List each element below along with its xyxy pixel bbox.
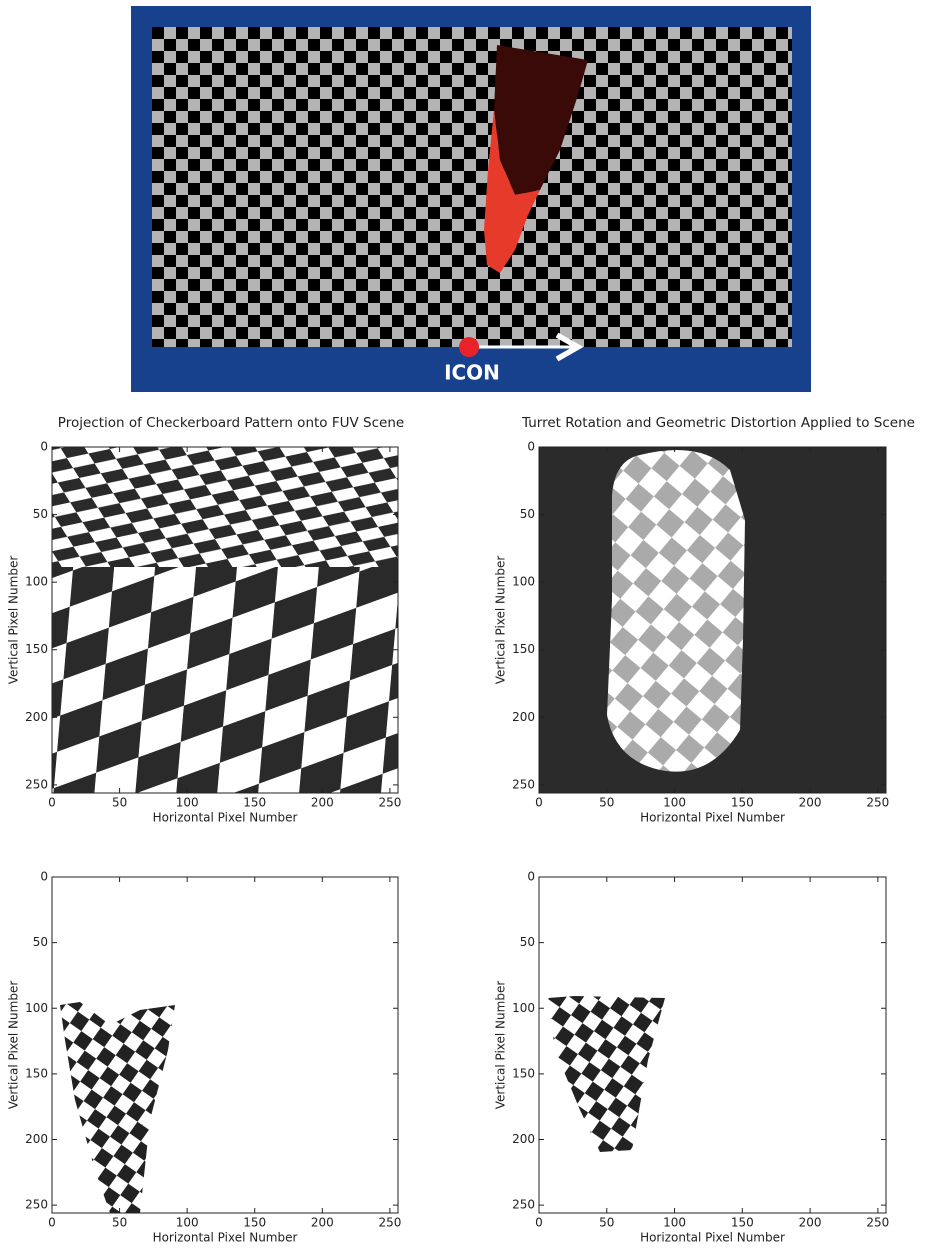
x-tick-label: 250 xyxy=(378,796,401,810)
y-tick-label: 0 xyxy=(527,440,535,454)
x-tick-label: 50 xyxy=(599,1216,614,1230)
x-tick-label: 100 xyxy=(176,796,199,810)
x-tick-label: 100 xyxy=(176,1216,199,1230)
y-tick-label: 250 xyxy=(25,1198,48,1212)
y-tick-label: 250 xyxy=(512,777,535,791)
y-tick-label: 150 xyxy=(512,642,535,656)
spacecraft-dot xyxy=(459,337,479,357)
x-axis-label: Horizontal Pixel Number xyxy=(640,1231,785,1245)
y-tick-label: 250 xyxy=(25,777,48,791)
icon-label: ICON xyxy=(444,361,500,385)
y-axis-label: Vertical Pixel Number xyxy=(494,556,508,685)
x-tick-label: 200 xyxy=(799,1216,822,1230)
y-tick-label: 150 xyxy=(25,1066,48,1080)
x-tick-label: 150 xyxy=(243,1216,266,1230)
x-axis-label: Horizontal Pixel Number xyxy=(153,811,298,825)
panel-title: Turret Rotation and Geometric Distortion… xyxy=(521,415,915,431)
y-tick-label: 100 xyxy=(25,1001,48,1015)
x-tick-label: 250 xyxy=(866,796,889,810)
x-axis-label: Horizontal Pixel Number xyxy=(153,1231,298,1245)
panel-4-image xyxy=(548,996,665,1152)
x-tick-label: 150 xyxy=(731,796,754,810)
y-tick-label: 0 xyxy=(40,440,48,454)
figure: ICON Projection of Checkerboard Pattern … xyxy=(0,0,930,1257)
x-tick-label: 0 xyxy=(48,796,56,810)
checkerboard xyxy=(152,27,792,347)
y-tick-label: 150 xyxy=(512,1066,535,1080)
x-tick-label: 200 xyxy=(311,796,334,810)
panel-title: Projection of Checkerboard Pattern onto … xyxy=(58,415,404,431)
y-tick-label: 0 xyxy=(40,870,48,884)
y-axis-label: Vertical Pixel Number xyxy=(494,981,508,1110)
x-tick-label: 100 xyxy=(663,1216,686,1230)
y-tick-label: 200 xyxy=(512,710,535,724)
y-tick-label: 50 xyxy=(33,507,48,521)
y-tick-label: 100 xyxy=(25,575,48,589)
y-tick-label: 150 xyxy=(25,642,48,656)
y-tick-label: 50 xyxy=(520,507,535,521)
y-tick-label: 100 xyxy=(512,575,535,589)
x-tick-label: 0 xyxy=(535,1216,543,1230)
y-tick-label: 100 xyxy=(512,1001,535,1015)
x-tick-label: 50 xyxy=(112,796,127,810)
y-axis-label: Vertical Pixel Number xyxy=(7,981,21,1110)
y-tick-label: 200 xyxy=(25,710,48,724)
x-tick-label: 200 xyxy=(311,1216,334,1230)
x-axis-label: Horizontal Pixel Number xyxy=(640,811,785,825)
x-tick-label: 0 xyxy=(535,796,543,810)
y-axis-label: Vertical Pixel Number xyxy=(7,556,21,685)
x-tick-label: 50 xyxy=(599,796,614,810)
y-tick-label: 250 xyxy=(512,1198,535,1212)
x-tick-label: 250 xyxy=(866,1216,889,1230)
x-tick-label: 100 xyxy=(663,796,686,810)
panel-1-image xyxy=(52,447,398,793)
y-tick-label: 50 xyxy=(33,935,48,949)
x-tick-label: 0 xyxy=(48,1216,56,1230)
panel-3-image xyxy=(60,1002,175,1213)
panel-2-image xyxy=(539,447,886,793)
x-tick-label: 150 xyxy=(243,796,266,810)
y-tick-label: 0 xyxy=(527,870,535,884)
x-tick-label: 200 xyxy=(799,796,822,810)
y-tick-label: 50 xyxy=(520,935,535,949)
y-tick-label: 200 xyxy=(25,1132,48,1146)
x-tick-label: 250 xyxy=(378,1216,401,1230)
x-tick-label: 50 xyxy=(112,1216,127,1230)
x-tick-label: 150 xyxy=(731,1216,754,1230)
y-tick-label: 200 xyxy=(512,1132,535,1146)
